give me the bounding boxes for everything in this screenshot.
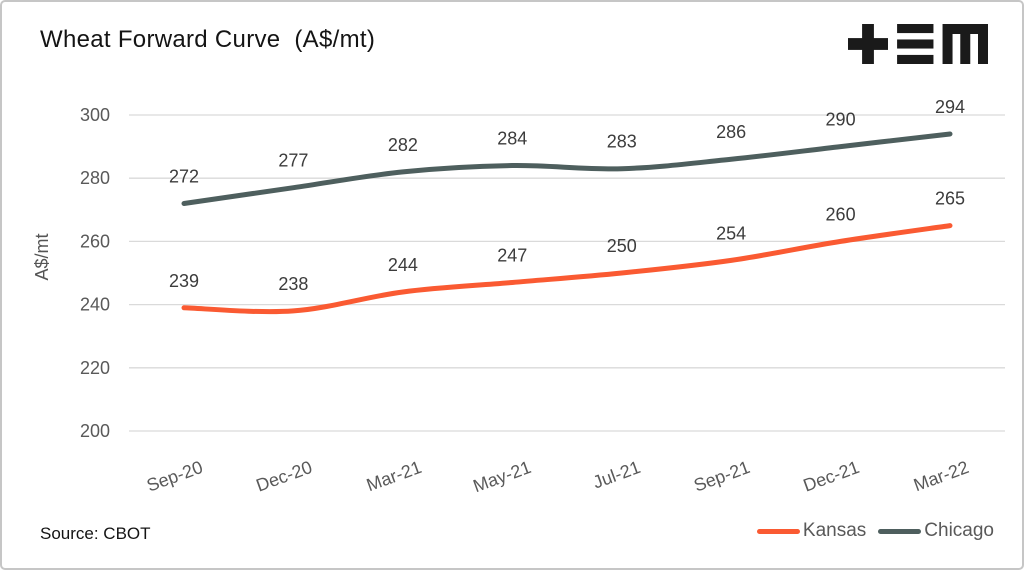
chicago-data-label: 272 (169, 166, 199, 186)
chart-title: Wheat Forward Curve (A$/mt) (40, 26, 376, 53)
x-tick-label: Mar-22 (911, 457, 971, 495)
kansas-data-label: 239 (169, 271, 199, 291)
chicago-data-label: 277 (278, 151, 308, 171)
legend: Kansas Chicago (756, 520, 994, 542)
chicago-data-label: 284 (497, 129, 527, 149)
kansas-swatch (756, 528, 800, 534)
legend-item-kansas: Kansas (756, 520, 867, 542)
y-tick-label: 280 (80, 168, 110, 188)
chicago-legend-label: Chicago (924, 520, 994, 541)
chicago-data-label: 290 (826, 110, 856, 130)
x-tick-label: Sep-21 (691, 457, 752, 496)
kansas-data-label: 260 (826, 204, 856, 224)
kansas-data-label: 254 (716, 223, 746, 243)
chicago-data-label: 282 (388, 135, 418, 155)
y-axis-title: A$/mt (32, 233, 52, 280)
kansas-data-label: 265 (935, 189, 965, 209)
chicago-swatch (878, 528, 922, 534)
y-tick-label: 260 (80, 231, 110, 251)
kansas-legend-label: Kansas (802, 520, 867, 541)
logo-bars-icon (897, 24, 934, 34)
chicago-data-label: 286 (716, 122, 746, 142)
tem-logo (848, 24, 988, 64)
kansas-data-label: 244 (388, 255, 418, 275)
x-tick-label: May-21 (470, 457, 533, 496)
kansas-data-label: 238 (278, 274, 308, 294)
x-tick-label: Jul-21 (590, 457, 643, 493)
y-tick-label: 240 (80, 295, 110, 315)
x-tick-label: Mar-21 (364, 457, 424, 495)
source-note: Source: CBOT (40, 524, 151, 543)
kansas-data-label: 247 (497, 245, 527, 265)
logo-m-icon (942, 24, 988, 64)
kansas-data-label: 250 (607, 236, 637, 256)
chicago-data-label: 283 (607, 132, 637, 152)
x-tick-label: Dec-21 (801, 457, 862, 496)
chicago-data-label: 294 (935, 97, 965, 117)
kansas-line (181, 223, 953, 315)
x-tick-label: Sep-20 (144, 457, 205, 496)
y-tick-label: 200 (80, 421, 110, 441)
legend-item-chicago: Chicago (878, 520, 994, 542)
x-tick-label: Dec-20 (253, 457, 314, 496)
y-tick-label: 220 (80, 358, 110, 378)
y-tick-label: 300 (80, 105, 110, 125)
chicago-line (181, 131, 953, 206)
